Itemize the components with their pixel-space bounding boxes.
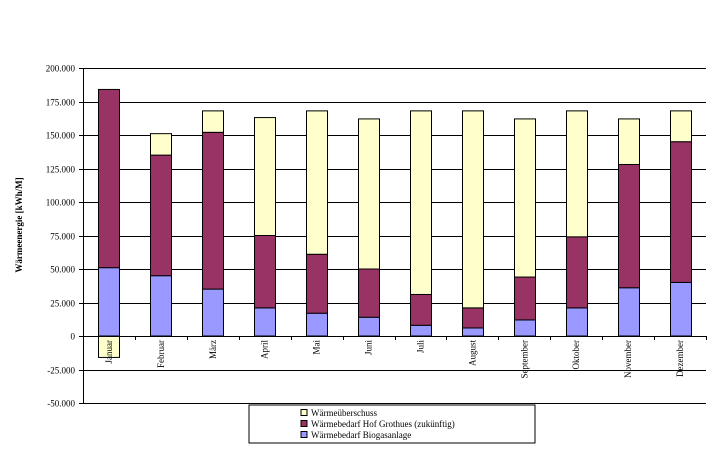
legend-label: Wärmebedarf Biogasanlage bbox=[311, 430, 411, 440]
y-tick-label: 25.000 bbox=[50, 299, 75, 309]
bar-ueberschuss-11 bbox=[618, 118, 640, 165]
bars-layer bbox=[98, 88, 692, 358]
bar-biogas-4 bbox=[254, 307, 276, 337]
bar-hof-grothues-9 bbox=[514, 276, 536, 321]
bar-hof-grothues-7 bbox=[410, 293, 432, 326]
y-tick-label: 125.000 bbox=[46, 165, 76, 175]
bar-biogas-2 bbox=[150, 275, 172, 337]
bar-biogas-6 bbox=[358, 316, 380, 337]
bar-biogas-3 bbox=[202, 288, 224, 337]
x-tick-label: August bbox=[467, 340, 477, 367]
y-tick-label: 150.000 bbox=[46, 131, 76, 141]
legend-label: Wärmebedarf Hof Grothues (zukünftig) bbox=[311, 419, 455, 429]
bar-hof-grothues-10 bbox=[566, 236, 588, 309]
x-tick-label: November bbox=[623, 340, 633, 378]
bar-biogas-10 bbox=[566, 307, 588, 337]
legend-swatch bbox=[300, 420, 308, 427]
bar-ueberschuss-12 bbox=[670, 110, 692, 143]
x-tick-label: September bbox=[519, 340, 529, 379]
bar-biogas-5 bbox=[306, 312, 328, 337]
y-tick-label: 175.000 bbox=[46, 98, 76, 108]
y-axis-label: Wärmeenergie [kWh/M] bbox=[14, 177, 24, 272]
x-tick-label: April bbox=[260, 340, 270, 359]
bar-ueberschuss-10 bbox=[566, 110, 588, 238]
grid-layer bbox=[83, 68, 706, 404]
y-tick-label: -50.000 bbox=[47, 399, 75, 409]
bar-biogas-1 bbox=[98, 267, 120, 337]
x-tick-label: März bbox=[208, 340, 218, 359]
x-tick-label: Mai bbox=[312, 340, 322, 355]
y-tick-label: 75.000 bbox=[50, 232, 75, 242]
x-tick-label: Dezember bbox=[675, 340, 685, 377]
y-tick-label: 200.000 bbox=[46, 64, 76, 74]
bar-hof-grothues-8 bbox=[462, 307, 484, 329]
legend-box bbox=[248, 404, 536, 444]
axes-layer: -50.000 -25.000 0 25.000 50.000 75.000 100.000… bbox=[46, 64, 707, 409]
bar-hof-grothues-5 bbox=[306, 253, 328, 314]
bar-ueberschuss-6 bbox=[358, 118, 380, 270]
y-tick-label: -25.000 bbox=[47, 366, 75, 376]
y-tick-label: 50.000 bbox=[50, 265, 75, 275]
x-tick-label: Februar bbox=[156, 340, 166, 368]
x-tick-label: Juli bbox=[415, 340, 425, 354]
bar-biogas-11 bbox=[618, 287, 640, 337]
bar-ueberschuss-9 bbox=[514, 118, 536, 278]
bar-biogas-7 bbox=[410, 324, 432, 337]
y-tick-label: 0 bbox=[71, 332, 76, 342]
bar-hof-grothues-11 bbox=[618, 163, 640, 289]
legend-label: Wärmeüberschuss bbox=[311, 408, 377, 418]
bar-ueberschuss-2 bbox=[150, 133, 172, 156]
bar-biogas-9 bbox=[514, 319, 536, 337]
x-tick-label: Juni bbox=[364, 340, 374, 356]
bar-hof-grothues-1 bbox=[98, 88, 120, 269]
bar-hof-grothues-6 bbox=[358, 268, 380, 318]
bar-ueberschuss-8 bbox=[462, 110, 484, 309]
bar-biogas-8 bbox=[462, 327, 484, 337]
bar-hof-grothues-2 bbox=[150, 154, 172, 277]
bar-hof-grothues-12 bbox=[670, 141, 692, 283]
y-tick-label: 100.000 bbox=[46, 198, 76, 208]
bar-ueberschuss-3 bbox=[202, 110, 224, 133]
bar-ueberschuss-7 bbox=[410, 110, 432, 295]
bar-hof-grothues-3 bbox=[202, 131, 224, 290]
x-tick-label: Oktober bbox=[571, 340, 581, 370]
bar-ueberschuss-4 bbox=[254, 117, 276, 236]
legend-swatch bbox=[300, 431, 308, 438]
legend-swatch bbox=[300, 409, 308, 416]
bar-ueberschuss-5 bbox=[306, 110, 328, 255]
bar-hof-grothues-4 bbox=[254, 235, 276, 309]
x-tick-label: Januar bbox=[104, 340, 114, 364]
bar-biogas-12 bbox=[670, 281, 692, 337]
